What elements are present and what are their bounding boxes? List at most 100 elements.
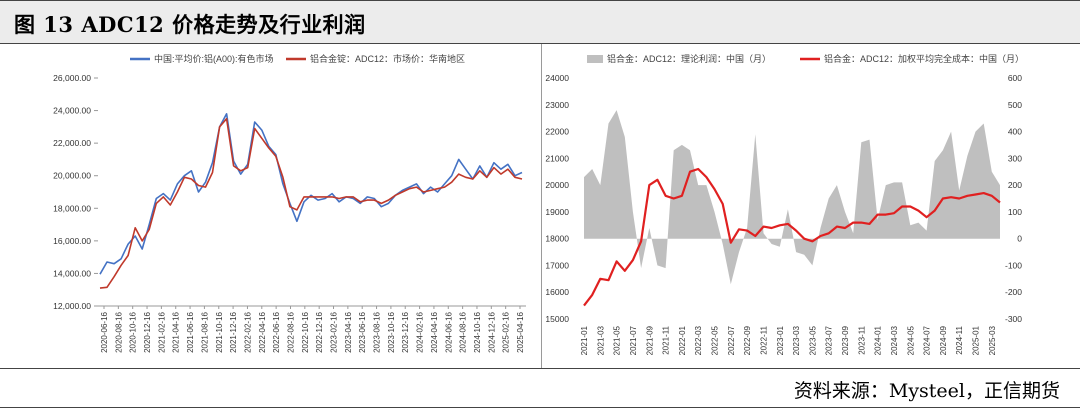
legend-label: 铝合金：ADC12：加权平均完全成本：中国（月）	[824, 53, 1024, 64]
y-right-tick-label: -100	[1005, 260, 1022, 270]
y-tick-label: 22,000.00	[53, 138, 91, 148]
y-left-tick-label: 18000	[545, 234, 569, 244]
series-line-a00-price	[99, 113, 523, 275]
x-tick-label: 2025-03	[988, 325, 997, 355]
x-tick-label: 2024-07	[923, 325, 932, 355]
figure-title-band: 图 13 ADC12 价格走势及行业利润	[0, 0, 1080, 44]
legend-label: 铝合金锭：ADC12：市场价：华南地区	[310, 53, 465, 64]
x-tick-label: 2024-01	[874, 325, 883, 355]
y-tick-label: 18,000.00	[53, 203, 91, 213]
y-left-tick-label: 15000	[545, 314, 569, 324]
x-tick-label: 2021-07	[629, 325, 638, 355]
x-tick-label: 2021-04-16	[172, 311, 181, 352]
legend-label: 中国:平均价:铝(A00):有色市场	[154, 53, 274, 64]
y-right-tick-label: 200	[1008, 180, 1022, 190]
x-tick-label: 2021-11	[662, 325, 671, 354]
y-tick-label: 14,000.00	[53, 268, 91, 278]
x-tick-label: 2022-04-16	[258, 311, 267, 352]
y-right-tick-label: 100	[1008, 207, 1022, 217]
x-tick-label: 2024-06-16	[444, 311, 453, 352]
x-tick-label: 2021-03	[596, 325, 605, 355]
x-tick-label: 2022-11	[759, 325, 768, 354]
y-left-tick-label: 22000	[545, 127, 569, 137]
x-tick-label: 2023-11	[857, 325, 866, 354]
x-tick-label: 2024-08-16	[459, 311, 468, 352]
x-tick-label: 2024-11	[955, 325, 964, 354]
y-tick-label: 24,000.00	[53, 106, 91, 116]
x-tick-label: 2022-03	[694, 325, 703, 355]
series-area-theoretical-profit	[584, 110, 1000, 285]
source-note: 资料来源：Mysteel，正信期货	[793, 380, 1060, 402]
x-tick-label: 2023-06-16	[358, 311, 367, 352]
legend-swatch	[587, 55, 603, 63]
x-tick-label: 2022-09	[743, 325, 752, 355]
x-tick-label: 2021-01	[580, 325, 589, 355]
x-tick-label: 2023-02-16	[330, 311, 339, 352]
x-tick-label: 2024-02-16	[416, 311, 425, 352]
x-tick-label: 2023-01	[776, 325, 785, 355]
x-tick-label: 2025-01	[972, 325, 981, 355]
x-tick-label: 2024-05	[906, 325, 915, 355]
y-tick-label: 12,000.00	[53, 301, 91, 311]
legend-label: 铝合金：ADC12：理论利润：中国（月）	[607, 53, 771, 64]
y-right-tick-label: 400	[1008, 127, 1022, 137]
price-trend-chart-svg: 12,000.00 14,000.00 16,000.00 18,000.00 20,0…	[53, 53, 526, 353]
x-tick-label: 2022-08-16	[286, 311, 295, 352]
y-right-tick-label: 0	[1017, 234, 1022, 244]
y-left-tick-label: 20000	[545, 180, 569, 190]
x-tick-label: 2020-10-16	[129, 311, 138, 352]
x-tick-label: 2021-10-16	[215, 311, 224, 352]
figure-title: 图 13 ADC12 价格走势及行业利润	[14, 12, 366, 37]
x-tick-label: 2022-02-16	[243, 311, 252, 352]
y-tick-label: 26,000.00	[53, 73, 91, 83]
y-right-tick-label: -300	[1005, 314, 1022, 324]
x-tick-label: 2020-08-16	[114, 311, 123, 352]
x-tick-label: 2023-08-16	[373, 311, 382, 352]
profit-cost-chart: 15000 16000 17000 18000 19000 20000 21000 22000…	[541, 44, 1062, 368]
x-tick-label: 2022-12-16	[315, 311, 324, 352]
x-tick-label: 2024-09	[939, 325, 948, 355]
y-left-tick-label: 19000	[545, 207, 569, 217]
x-tick-label: 2021-06-16	[186, 311, 195, 352]
x-tick-label: 2020-12-16	[143, 311, 152, 352]
x-tick-label: 2024-12-16	[487, 311, 496, 352]
x-tick-label: 2023-12-16	[401, 311, 410, 352]
x-tick-label: 2021-02-16	[157, 311, 166, 352]
x-tick-label: 2022-06-16	[272, 311, 281, 352]
y-right-tick-label: 600	[1008, 73, 1022, 83]
price-trend-chart: 12,000.00 14,000.00 16,000.00 18,000.00 20,0…	[18, 44, 537, 368]
y-left-tick-label: 21000	[545, 153, 569, 163]
profit-cost-chart-svg: 15000 16000 17000 18000 19000 20000 21000 22000…	[545, 53, 1024, 355]
x-tick-label: 2023-10-16	[387, 311, 396, 352]
source-bar: 资料来源：Mysteel，正信期货	[0, 368, 1080, 408]
x-tick-label: 2020-06-16	[100, 311, 109, 352]
y-right-tick-label: -200	[1005, 287, 1022, 297]
x-tick-label: 2023-05	[808, 325, 817, 355]
y-right-tick-label: 500	[1008, 100, 1022, 110]
x-tick-label: 2021-09	[645, 325, 654, 355]
y-left-tick-label: 16000	[545, 287, 569, 297]
x-tick-label: 2023-04-16	[344, 311, 353, 352]
x-tick-label: 2022-10-16	[301, 311, 310, 352]
x-tick-label: 2022-01	[678, 325, 687, 355]
x-tick-label: 2023-07	[825, 325, 834, 355]
x-tick-label: 2021-12-16	[229, 311, 238, 352]
y-tick-label: 20,000.00	[53, 171, 91, 181]
y-left-tick-label: 24000	[545, 73, 569, 83]
y-tick-label: 16,000.00	[53, 236, 91, 246]
x-tick-label: 2021-05	[613, 325, 622, 355]
y-left-tick-label: 17000	[545, 260, 569, 270]
series-line-adc12-price	[99, 117, 523, 289]
x-tick-label: 2025-04-16	[516, 311, 525, 352]
x-tick-label: 2022-05	[711, 325, 720, 355]
y-left-tick-label: 23000	[545, 100, 569, 110]
x-tick-label: 2025-02-16	[502, 311, 511, 352]
x-tick-label: 2024-10-16	[473, 311, 482, 352]
series-line-weighted-cost	[583, 167, 1001, 307]
x-tick-label: 2023-09	[841, 325, 850, 355]
x-tick-label: 2024-03	[890, 325, 899, 355]
x-tick-label: 2023-03	[792, 325, 801, 355]
x-tick-label: 2024-04-16	[430, 311, 439, 352]
x-tick-label: 2022-07	[727, 325, 736, 355]
x-tick-label: 2021-08-16	[200, 311, 209, 352]
